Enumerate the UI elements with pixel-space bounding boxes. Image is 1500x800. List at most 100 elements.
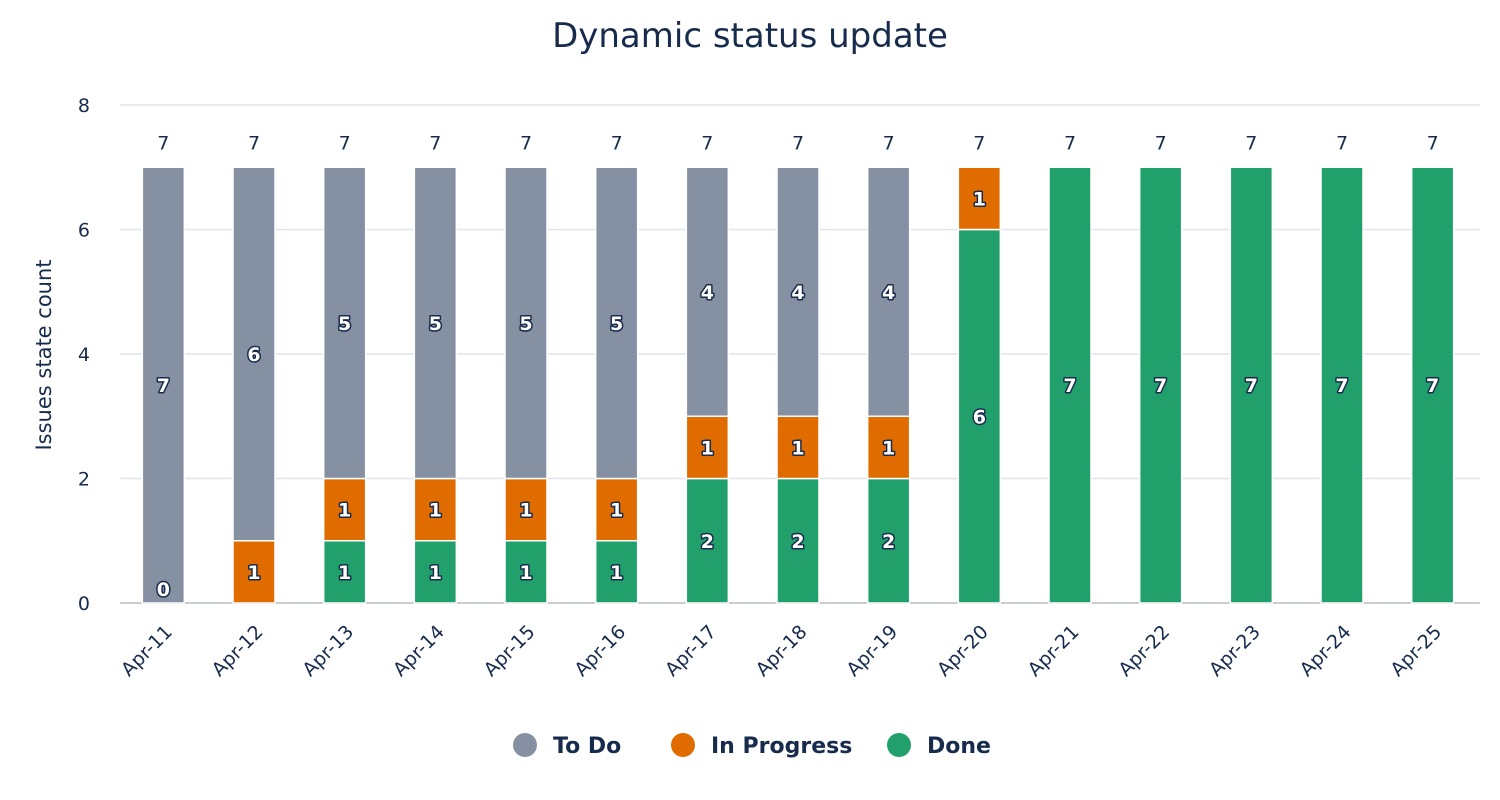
data-label: 6 (973, 406, 986, 428)
bar-to-do (322, 166, 367, 480)
legend-marker (887, 733, 911, 757)
bar-to-do (866, 166, 911, 417)
y-tick-label: 4 (78, 344, 90, 366)
bar-done (1320, 166, 1364, 604)
x-tick-label: Apr-14 (389, 621, 449, 681)
data-label: 5 (429, 313, 442, 335)
bar-stack-apr-11: 7 0 7 (141, 132, 186, 604)
bar-in-progress (594, 477, 639, 542)
total-label: 7 (1245, 132, 1257, 154)
bar-to-do (141, 166, 186, 604)
bar-to-do (232, 166, 276, 542)
data-label: 5 (610, 313, 623, 335)
bar-done (1138, 166, 1183, 604)
bar-stack-apr-17: 2 1 4 7 (685, 132, 730, 604)
legend-label: To Do (553, 734, 621, 759)
total-label: 7 (792, 132, 804, 154)
bar-to-do (504, 166, 548, 480)
total-label: 7 (883, 132, 895, 154)
data-label: 2 (701, 531, 714, 553)
bar-done (685, 477, 730, 604)
data-label: 4 (791, 282, 804, 304)
data-label: 7 (1335, 375, 1348, 397)
x-tick-label: Apr-23 (1205, 621, 1265, 681)
bar-to-do (594, 166, 639, 480)
data-label: 1 (338, 562, 351, 584)
data-label: 1 (338, 500, 351, 522)
bar-stack-apr-23: 77 (1229, 132, 1274, 604)
bar-stack-apr-25: 77 (1410, 132, 1455, 604)
legend-marker (671, 733, 695, 757)
bar-in-progress (413, 477, 458, 542)
data-label: 5 (519, 313, 532, 335)
x-tick-label: Apr-19 (842, 621, 902, 681)
bar-in-progress (776, 415, 820, 480)
data-label: 7 (1154, 375, 1167, 397)
bars: 7071671157115711571157214721472147617777… (141, 132, 1455, 604)
data-label: 0 (157, 579, 170, 601)
x-tick-label: Apr-24 (1296, 621, 1356, 681)
total-label: 7 (429, 132, 441, 154)
bar-done (594, 540, 639, 604)
bar-in-progress (957, 166, 1002, 231)
bar-done (1410, 166, 1455, 604)
legend-item-in-progress[interactable]: In Progress (671, 733, 852, 759)
legend-label: In Progress (711, 734, 852, 759)
data-label: 1 (973, 188, 986, 210)
y-tick-label: 0 (78, 593, 90, 615)
y-tick-label: 2 (78, 469, 90, 491)
y-axis-label: Issues state count (32, 259, 56, 450)
data-label: 1 (429, 562, 442, 584)
data-label: 7 (1063, 375, 1076, 397)
data-label: 1 (519, 500, 532, 522)
total-label: 7 (339, 132, 351, 154)
bar-in-progress (685, 415, 730, 480)
bar-stack-apr-15: 1 1 5 7 (504, 132, 548, 604)
legend-item-done[interactable]: Done (887, 733, 991, 759)
data-label: 1 (701, 437, 714, 459)
legend-item-to-do[interactable]: To Do (513, 733, 621, 759)
bar-stack-apr-19: 2 1 4 7 (866, 132, 911, 604)
x-tick-label: Apr-25 (1386, 621, 1446, 681)
data-label: 7 (1426, 375, 1439, 397)
bar-stack-apr-16: 1 1 5 7 (594, 132, 639, 604)
x-tick-label: Apr-13 (298, 621, 358, 681)
data-label: 1 (610, 562, 623, 584)
x-tick-label: Apr-16 (570, 621, 630, 681)
x-tick-label: Apr-20 (933, 621, 993, 681)
x-tick-label: Apr-21 (1024, 621, 1084, 681)
data-label: 4 (882, 282, 895, 304)
bar-stack-apr-20: 6 1 7 (957, 132, 1002, 604)
data-label: 4 (701, 282, 714, 304)
bar-stack-apr-12: 1 6 7 (232, 132, 276, 604)
bar-to-do (776, 166, 820, 417)
total-label: 7 (520, 132, 532, 154)
data-label: 1 (791, 437, 804, 459)
data-label: 1 (247, 562, 260, 584)
total-label: 7 (701, 132, 713, 154)
total-label: 7 (1336, 132, 1348, 154)
bar-done (1048, 166, 1092, 604)
total-label: 7 (1064, 132, 1076, 154)
bar-done (1229, 166, 1274, 604)
bar-to-do (413, 166, 458, 480)
data-label: 7 (1245, 375, 1258, 397)
x-tick-label: Apr-11 (117, 621, 177, 681)
legend-label: Done (927, 734, 991, 759)
data-label: 1 (610, 500, 623, 522)
data-label: 2 (791, 531, 804, 553)
data-label: 2 (882, 531, 895, 553)
x-tick-label: Apr-22 (1114, 621, 1174, 681)
legend: To Do In Progress Done (513, 733, 991, 759)
bar-stack-apr-22: 77 (1138, 132, 1183, 604)
data-label: 1 (882, 437, 895, 459)
x-tick-label: Apr-15 (480, 621, 540, 681)
total-label: 7 (1427, 132, 1439, 154)
total-label: 7 (157, 132, 169, 154)
x-tick-label: Apr-12 (208, 621, 268, 681)
chart-title: Dynamic status update (552, 16, 948, 56)
y-axis-ticks: 0 2 4 6 8 (78, 95, 90, 615)
data-label: 5 (338, 313, 351, 335)
bar-stack-apr-18: 2 1 4 7 (776, 132, 820, 604)
